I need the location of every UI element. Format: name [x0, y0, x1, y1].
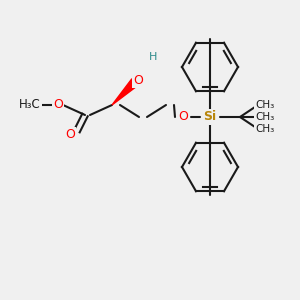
Polygon shape	[112, 79, 138, 105]
Text: O: O	[178, 110, 188, 124]
Text: CH₃: CH₃	[255, 112, 274, 122]
Text: O: O	[65, 128, 75, 142]
Text: CH₃: CH₃	[255, 100, 274, 110]
Text: O: O	[53, 98, 63, 112]
Text: H: H	[149, 52, 157, 62]
Text: O: O	[133, 74, 143, 86]
Text: Si: Si	[203, 110, 217, 124]
Text: H₃C: H₃C	[19, 98, 41, 112]
Text: CH₃: CH₃	[255, 124, 274, 134]
